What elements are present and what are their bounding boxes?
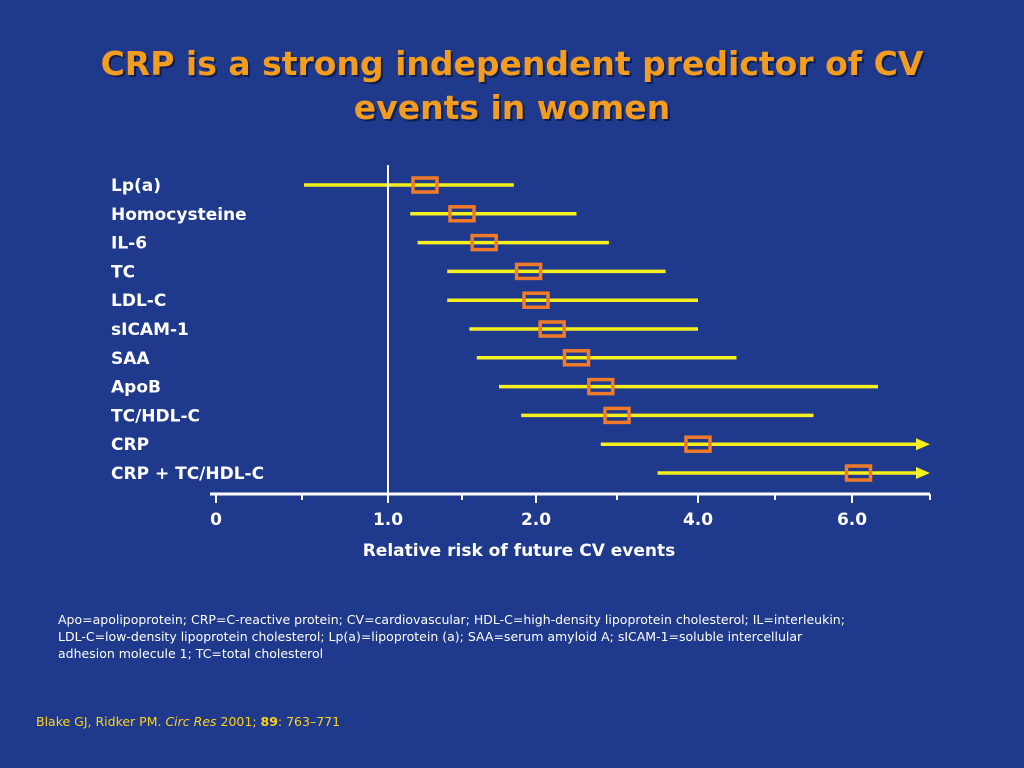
row-label-crp: CRP bbox=[111, 435, 149, 455]
point-estimate-markers bbox=[411, 176, 873, 482]
row-labels: Lp(a) Homocysteine IL-6 TC LDL-C sICAM-1 SAA Ap… bbox=[111, 176, 264, 484]
title-line-2: events in women bbox=[353, 88, 671, 127]
estimate-marker-homocysteine bbox=[448, 205, 476, 223]
citation: Blake GJ, Ridker PM. Circ Res 2001; 89: … bbox=[36, 714, 340, 729]
x-tick-label-0: 0 bbox=[210, 510, 222, 530]
estimate-marker-sicam-1 bbox=[538, 320, 566, 338]
citation-year: 2001; bbox=[216, 714, 261, 729]
x-tick-label-1-0: 1.0 bbox=[373, 510, 403, 530]
estimate-marker-crp bbox=[684, 435, 712, 453]
citation-volume: 89 bbox=[260, 714, 278, 729]
estimate-marker-tc-hdl-c bbox=[603, 406, 631, 425]
footnote-line-1: Apo=apolipoprotein; CRP=C-reactive prote… bbox=[58, 612, 845, 627]
estimate-marker-lp-a bbox=[411, 176, 439, 194]
estimate-marker-saa bbox=[562, 349, 591, 367]
row-label-saa: SAA bbox=[111, 349, 150, 369]
slide-title: CRP is a strong independent predictor of… bbox=[0, 42, 1024, 130]
row-label-ldl-c: LDL-C bbox=[111, 291, 166, 311]
x-tick-label-2-0: 2.0 bbox=[521, 510, 551, 530]
citation-journal: Circ Res bbox=[165, 714, 217, 729]
footnote-line-2: LDL-C=low-density lipoprotein cholestero… bbox=[58, 629, 803, 644]
row-label-tc-hdl-c: TC/HDL-C bbox=[111, 406, 200, 426]
x-axis-ticks: 0 1.0 2.0 4.0 6.0 bbox=[210, 494, 931, 530]
x-tick-label-4-0: 4.0 bbox=[683, 510, 713, 530]
abbreviations-footnote: Apo=apolipoprotein; CRP=C-reactive prote… bbox=[58, 611, 988, 662]
row-label-crp-tc-hdl-c: CRP + TC/HDL-C bbox=[111, 464, 264, 484]
confidence-interval-lines bbox=[304, 183, 930, 479]
footnote-line-3: adhesion molecule 1; TC=total cholestero… bbox=[58, 646, 324, 661]
row-label-sicam-1: sICAM-1 bbox=[111, 320, 189, 340]
title-line-1: CRP is a strong independent predictor of… bbox=[100, 44, 924, 83]
row-label-il-6: IL-6 bbox=[111, 234, 147, 254]
citation-pages: : 763–771 bbox=[277, 714, 341, 729]
estimate-marker-il-6 bbox=[470, 233, 498, 252]
row-label-homocysteine: Homocysteine bbox=[111, 205, 247, 225]
x-axis-title: Relative risk of future CV events bbox=[363, 541, 676, 561]
row-label-apob: ApoB bbox=[111, 378, 161, 398]
estimate-marker-crp-tc-hdl-c bbox=[844, 464, 873, 482]
ci-arrow-crp-tc-hdl-c bbox=[916, 467, 930, 479]
ci-arrow-crp bbox=[916, 438, 930, 451]
row-label-tc: TC bbox=[111, 262, 135, 282]
x-tick-label-6-0: 6.0 bbox=[837, 510, 867, 530]
estimate-marker-tc bbox=[514, 262, 543, 281]
forest-plot: Lp(a) Homocysteine IL-6 TC LDL-C sICAM-1 SAA Ap… bbox=[111, 165, 931, 561]
estimate-marker-ldl-c bbox=[522, 291, 550, 309]
estimate-marker-apob bbox=[587, 377, 615, 396]
citation-authors: Blake GJ, Ridker PM. bbox=[36, 714, 166, 729]
row-label-lp-a: Lp(a) bbox=[111, 176, 161, 196]
